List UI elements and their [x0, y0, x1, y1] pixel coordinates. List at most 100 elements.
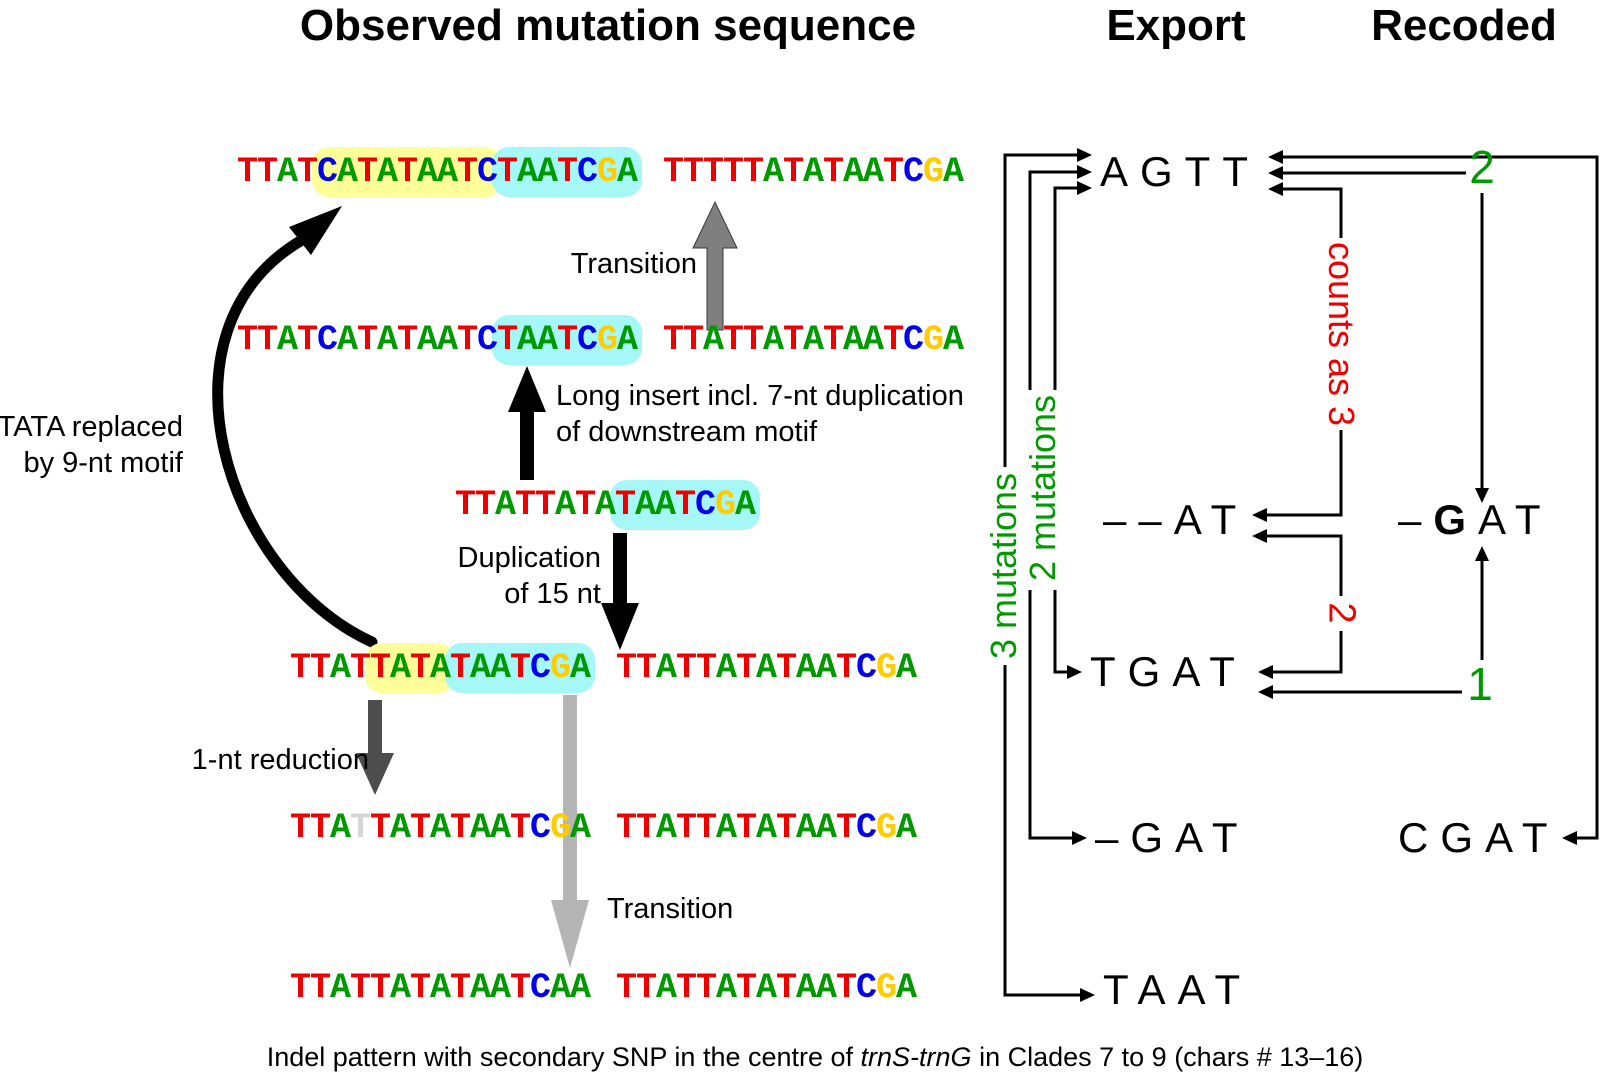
nucleotide-A: A: [337, 320, 359, 360]
nucleotide-C: C: [477, 152, 499, 192]
nucleotide-A: A: [570, 968, 592, 1008]
nucleotide-A: A: [470, 648, 492, 688]
sequence-row-3: TTATTATATAATCGA: [455, 480, 760, 530]
recoded-link-lines: [1266, 155, 1599, 840]
nucleotide-A: A: [337, 152, 359, 192]
yellow-motif-highlight: [312, 147, 502, 197]
nucleotide-T: T: [497, 152, 519, 192]
nucleotide-T: T: [497, 320, 519, 360]
nucleotide-G: G: [876, 808, 898, 848]
nucleotide-T: T: [310, 968, 332, 1008]
nucleotide-A: A: [437, 320, 459, 360]
nucleotide-A: A: [377, 320, 399, 360]
nucleotide-T: T: [696, 648, 718, 688]
nucleotide-T: T: [370, 648, 392, 688]
nucleotide-T: T: [823, 320, 845, 360]
nucleotide-A: A: [570, 648, 592, 688]
export-agtt: AGTT: [1100, 148, 1260, 195]
nucleotide-T: T: [297, 320, 319, 360]
nucleotide-T: T: [663, 152, 685, 192]
nucleotide-T: T: [350, 648, 372, 688]
nucleotide-T: T: [883, 152, 905, 192]
nucleotide-T: T: [310, 808, 332, 848]
nucleotide-A: A: [417, 320, 439, 360]
nucleotide-A: A: [390, 648, 412, 688]
caption-text: in Clades 7 to 9 (chars # 13–16): [971, 1042, 1364, 1072]
nucleotide-C: C: [856, 968, 878, 1008]
nucleotide-T: T: [357, 152, 379, 192]
nucleotide-C: C: [903, 152, 925, 192]
recoded-dash-gat: –GAT: [1398, 494, 1553, 546]
nucleotide-C: C: [317, 320, 339, 360]
cyan-motif-highlight: [492, 315, 642, 365]
sequence-block: TTATTATATAATCGA: [663, 318, 964, 362]
nucleotide-A: A: [430, 968, 452, 1008]
nucleotide-A: A: [570, 808, 592, 848]
sequence-block: TTATTATATAATCGA: [616, 806, 917, 850]
nucleotide-C: C: [856, 808, 878, 848]
nucleotide-A: A: [390, 968, 412, 1008]
nucleotide-T: T: [776, 808, 798, 848]
nucleotide-A: A: [656, 968, 678, 1008]
nucleotide-T: T: [410, 968, 432, 1008]
nucleotide-T: T: [510, 648, 532, 688]
nucleotide-T: T: [397, 320, 419, 360]
nucleotide-T: T: [823, 152, 845, 192]
label-1nt-reduction: 1-nt reduction: [191, 744, 369, 776]
nucleotide-A: A: [277, 152, 299, 192]
export-tgat: TGAT: [1090, 648, 1247, 695]
nucleotide-A: A: [943, 152, 965, 192]
long-insert-up-arrow: [508, 366, 546, 480]
nucleotide-A: A: [756, 968, 778, 1008]
nucleotide-A: A: [470, 968, 492, 1008]
nucleotide-T: T: [370, 968, 392, 1008]
nucleotide-T: T: [776, 968, 798, 1008]
export-link-arrowheads: [1067, 148, 1095, 1002]
nucleotide-A: A: [277, 320, 299, 360]
nucleotide-T: T: [410, 648, 432, 688]
yellow-motif-highlight: [365, 643, 455, 693]
nucleotide-T: T: [676, 808, 698, 848]
nucleotide-A: A: [537, 320, 559, 360]
sequence-block: TTATCATATAATCTAATCGA: [237, 315, 642, 365]
nucleotide-T: T: [615, 485, 637, 525]
nucleotide-A: A: [330, 808, 352, 848]
label-tata-replaced-line2: by 9-nt motif: [23, 447, 183, 479]
nucleotide-T: T: [616, 648, 638, 688]
label-transition-bottom: Transition: [607, 893, 734, 925]
nucleotide-T: T: [557, 320, 579, 360]
label-duplication-line2: of 15 nt: [504, 578, 601, 610]
recoded-bold-g: G: [1433, 496, 1479, 543]
nucleotide-C: C: [577, 152, 599, 192]
recoded-char: –: [1398, 496, 1434, 543]
nucleotide-A: A: [617, 320, 639, 360]
nucleotide-T: T: [683, 320, 705, 360]
nucleotide-A: A: [803, 152, 825, 192]
nucleotide-A: A: [656, 808, 678, 848]
nucleotide-G: G: [876, 968, 898, 1008]
nucleotide-A: A: [863, 152, 885, 192]
nucleotide-T: T: [370, 808, 392, 848]
nucleotide-A: A: [430, 648, 452, 688]
label-long-insert-line2: of downstream motif: [556, 416, 818, 448]
nucleotide-A: A: [843, 152, 865, 192]
nucleotide-T: T: [636, 968, 658, 1008]
caption-gene-name: trnS-trnG: [860, 1042, 972, 1072]
nucleotide-T: T: [290, 968, 312, 1008]
nucleotide-A: A: [330, 968, 352, 1008]
nucleotide-T: T: [410, 808, 432, 848]
nucleotide-A: A: [816, 648, 838, 688]
nucleotide-T: T: [836, 968, 858, 1008]
nucleotide-T: T: [257, 152, 279, 192]
nucleotide-T-muted: T: [350, 808, 372, 848]
nucleotide-A: A: [555, 485, 577, 525]
nucleotide-T: T: [310, 648, 332, 688]
nucleotide-T: T: [475, 485, 497, 525]
nucleotide-A: A: [756, 648, 778, 688]
sequence-row-6: TTATTATATAATCAA TTATTATATAATCGA: [290, 966, 917, 1010]
recoded-link-arrowheads: [1252, 150, 1577, 845]
nucleotide-G: G: [923, 152, 945, 192]
nucleotide-A: A: [796, 808, 818, 848]
nucleotide-A: A: [703, 320, 725, 360]
nucleotide-A: A: [470, 808, 492, 848]
